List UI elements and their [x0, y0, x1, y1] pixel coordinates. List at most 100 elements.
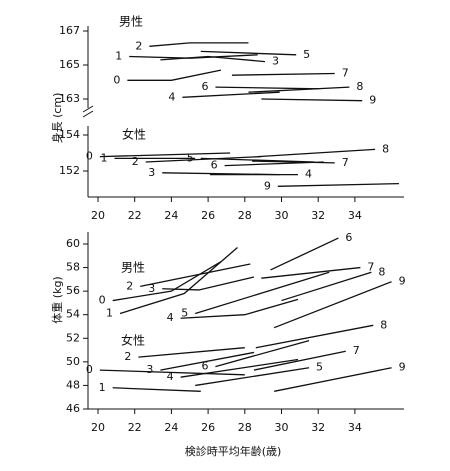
- series-label: 6: [345, 231, 352, 244]
- series-label: 8: [356, 80, 363, 93]
- series-line: [99, 369, 245, 376]
- series-label: 7: [342, 156, 349, 169]
- series-line: [273, 281, 392, 329]
- x-tick-label: 20: [91, 421, 105, 434]
- series-line: [261, 98, 363, 102]
- series-label: 2: [135, 39, 142, 52]
- series-label: 7: [367, 261, 374, 274]
- y-tick-label: 163: [59, 92, 80, 105]
- series-line: [257, 148, 376, 158]
- y-tick-label: 54: [66, 308, 80, 321]
- x-tick-label: 30: [275, 209, 289, 222]
- series-line: [160, 55, 266, 63]
- series-label: 4: [167, 311, 174, 324]
- y-tick-label: 48: [66, 378, 80, 391]
- series-label: 7: [342, 67, 349, 80]
- series-line: [99, 152, 231, 158]
- series-line: [182, 91, 280, 98]
- x-tick-label: 22: [128, 209, 142, 222]
- series-line: [162, 276, 255, 291]
- series-line: [255, 324, 374, 349]
- series-label: 1: [115, 50, 122, 63]
- series-label: 4: [305, 168, 312, 181]
- annotation: 男性: [119, 15, 143, 29]
- series-line: [112, 261, 222, 302]
- series-line: [270, 237, 339, 271]
- series-line: [195, 367, 310, 387]
- series-label: 9: [399, 275, 406, 288]
- y-tick-label: 167: [59, 24, 80, 37]
- series-label: 5: [187, 151, 194, 164]
- y-tick-label: 152: [59, 164, 80, 177]
- x-tick-label: 30: [275, 421, 289, 434]
- annotation: 男性: [121, 261, 145, 275]
- series-line: [248, 86, 350, 93]
- series-label: 8: [378, 265, 385, 278]
- y-axis-label: 体重 (kg): [50, 276, 64, 323]
- y-axis-label: 身長 (cm): [50, 93, 64, 144]
- x-tick-label: 24: [164, 209, 178, 222]
- series-label: 6: [211, 159, 218, 172]
- series-line: [160, 351, 255, 371]
- x-tick-label: 34: [348, 209, 362, 222]
- x-tick-label: 32: [311, 209, 325, 222]
- y-tick-label: 58: [66, 261, 80, 274]
- series-line: [119, 247, 238, 315]
- x-tick-label: 28: [238, 209, 252, 222]
- series-line: [112, 387, 201, 392]
- y-tick-label: 154: [59, 128, 80, 141]
- series-line: [145, 155, 262, 163]
- x-tick-label: 24: [164, 421, 178, 434]
- series-label: 3: [148, 282, 155, 295]
- x-tick-label: 20: [91, 209, 105, 222]
- y-tick-label: 56: [66, 284, 80, 297]
- series-label: 9: [369, 94, 376, 107]
- series-label: 9: [264, 179, 271, 192]
- series-label: 9: [399, 361, 406, 374]
- y-tick-label: 165: [59, 58, 80, 71]
- series-label: 2: [132, 155, 139, 168]
- series-label: 8: [380, 318, 387, 331]
- annotation: 女性: [121, 333, 145, 348]
- series-line: [149, 42, 249, 47]
- series-line: [274, 367, 392, 392]
- series-label: 2: [124, 350, 131, 363]
- series-label: 4: [168, 90, 175, 103]
- series-line: [252, 160, 335, 164]
- series-label: 5: [316, 361, 323, 374]
- x-tick-label: 26: [201, 421, 215, 434]
- annotation: 女性: [122, 127, 146, 142]
- series-label: 1: [106, 307, 113, 320]
- series-line: [281, 271, 372, 302]
- series-label: 5: [303, 48, 310, 61]
- x-axis-label: 検診時平均年齢(歳): [185, 444, 282, 458]
- series-line: [231, 72, 335, 76]
- x-tick-label: 22: [128, 421, 142, 434]
- series-label: 1: [101, 151, 108, 164]
- series-label: 0: [113, 73, 120, 86]
- series-line: [140, 263, 251, 288]
- x-tick-label: 26: [201, 209, 215, 222]
- y-tick-label: 50: [66, 355, 80, 368]
- series-label: 2: [126, 279, 133, 292]
- y-tick-label: 46: [66, 402, 80, 415]
- y-tick-label: 60: [66, 237, 80, 250]
- x-tick-label: 28: [238, 421, 252, 434]
- series-line: [180, 358, 299, 378]
- series-line: [127, 69, 222, 81]
- series-label: 3: [146, 363, 153, 376]
- series-label: 1: [99, 381, 106, 394]
- series-line: [253, 350, 346, 371]
- series-label: 6: [201, 80, 208, 93]
- series-label: 3: [272, 55, 279, 68]
- series-label: 7: [353, 344, 360, 357]
- series-line: [200, 50, 297, 56]
- y-tick-label: 52: [66, 331, 80, 344]
- series-label: 6: [201, 360, 208, 373]
- axis-break: [82, 105, 94, 118]
- series-label: 3: [148, 166, 155, 179]
- series-line: [180, 298, 299, 319]
- series-label: 0: [99, 294, 106, 307]
- series-label: 0: [86, 150, 93, 163]
